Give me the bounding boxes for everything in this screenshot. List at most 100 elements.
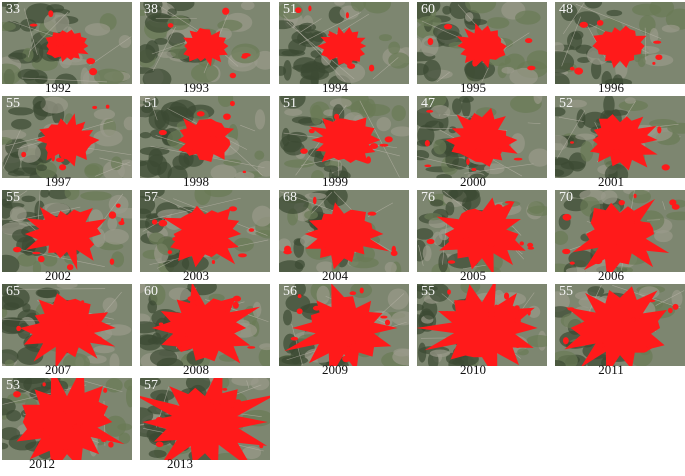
satellite-image [412, 88, 551, 183]
urban-spot [59, 397, 67, 403]
panel-number: 65 [6, 284, 20, 299]
terrain-patch [190, 63, 219, 83]
terrain-patch [462, 197, 472, 211]
urban-spot [211, 259, 216, 264]
road [359, 100, 400, 178]
terrain-patch [423, 59, 441, 82]
terrain-patch [93, 345, 115, 354]
urban-spot [487, 311, 496, 318]
terrain-patch [0, 0, 19, 7]
terrain-patch [661, 24, 680, 33]
road [464, 163, 534, 174]
urban-spot [222, 388, 228, 391]
map-panel: 55 [407, 278, 553, 382]
terrain-patch [293, 281, 306, 297]
urban-spot [194, 299, 204, 307]
panel-year: 2006 [598, 268, 624, 283]
urban-spot [569, 261, 575, 265]
road [561, 16, 582, 67]
terrain-patch [571, 30, 584, 40]
urban-spot [75, 309, 82, 314]
terrain-patch [43, 12, 70, 33]
terrain-patch [21, 195, 36, 203]
road [9, 20, 54, 37]
urban-spot [308, 128, 315, 134]
terrain-patch [561, 3, 578, 21]
urban-spot [247, 346, 256, 349]
terrain-patch [93, 129, 123, 147]
urban-spot [167, 23, 174, 28]
terrain-patch [8, 107, 34, 116]
urban-spot [671, 204, 680, 210]
urban-spot [324, 246, 330, 254]
urban-spot [661, 164, 670, 171]
terrain-patch [501, 66, 515, 74]
panel-year: 2010 [460, 362, 486, 377]
road [14, 288, 106, 290]
urban-spot [169, 427, 175, 432]
urban-spot [13, 391, 21, 398]
road [28, 39, 34, 58]
terrain-patch [39, 188, 50, 198]
urban-spot [494, 204, 503, 212]
terrain-patch [156, 236, 182, 256]
road [436, 71, 450, 83]
terrain-patch [552, 230, 569, 245]
urban-spot [503, 292, 510, 300]
road [18, 190, 28, 197]
terrain-patch [145, 3, 162, 20]
urban-spot [595, 146, 600, 152]
urban-spot [514, 341, 521, 348]
terrain-patch [118, 432, 131, 444]
map-panel: 68 [276, 186, 409, 280]
road [21, 77, 108, 83]
terrain-patch [0, 427, 21, 441]
terrain-patch [0, 189, 14, 206]
urban-spot [322, 219, 330, 223]
urban-spot [185, 332, 189, 337]
terrain-patch [254, 109, 266, 130]
terrain-patch [606, 9, 623, 17]
urban-spot [607, 304, 611, 308]
map-panel: 38 [125, 0, 277, 90]
urban-spot [196, 111, 205, 117]
urban-spot [488, 242, 495, 248]
urban-spot [167, 431, 172, 436]
urban-spot [368, 64, 375, 72]
road [99, 157, 131, 166]
terrain-patch [358, 103, 391, 117]
panel-number: 55 [6, 190, 20, 205]
terrain-patch [103, 228, 129, 245]
panel-number: 53 [6, 378, 20, 393]
terrain-patch [19, 18, 37, 32]
terrain-patch [292, 64, 320, 72]
urban-spot [652, 61, 656, 65]
terrain-patch [577, 56, 591, 64]
urban-spot [159, 326, 167, 329]
road [416, 156, 482, 172]
panel-number: 60 [421, 2, 435, 17]
terrain-patch [391, 311, 415, 326]
satellite-image [128, 278, 277, 373]
terrain-patch [167, 8, 177, 16]
urban-spot [597, 343, 605, 348]
terrain-patch [378, 34, 392, 42]
terrain-patch [430, 199, 444, 207]
urban-spot [230, 407, 235, 411]
urban-area [178, 118, 234, 162]
urban-spot [379, 143, 389, 147]
urban-spot [510, 305, 515, 311]
urban-spot [424, 164, 432, 168]
terrain-patch [420, 35, 439, 57]
urban-spot [633, 220, 643, 225]
urban-spot [514, 318, 521, 324]
urban-spot [238, 253, 247, 258]
urban-spot [669, 199, 677, 206]
satellite-image [276, 186, 409, 280]
road [298, 12, 361, 45]
terrain-patch [281, 127, 290, 147]
urban-spot [229, 100, 235, 107]
urban-area [24, 206, 106, 271]
map-panel: 33 [0, 0, 132, 94]
